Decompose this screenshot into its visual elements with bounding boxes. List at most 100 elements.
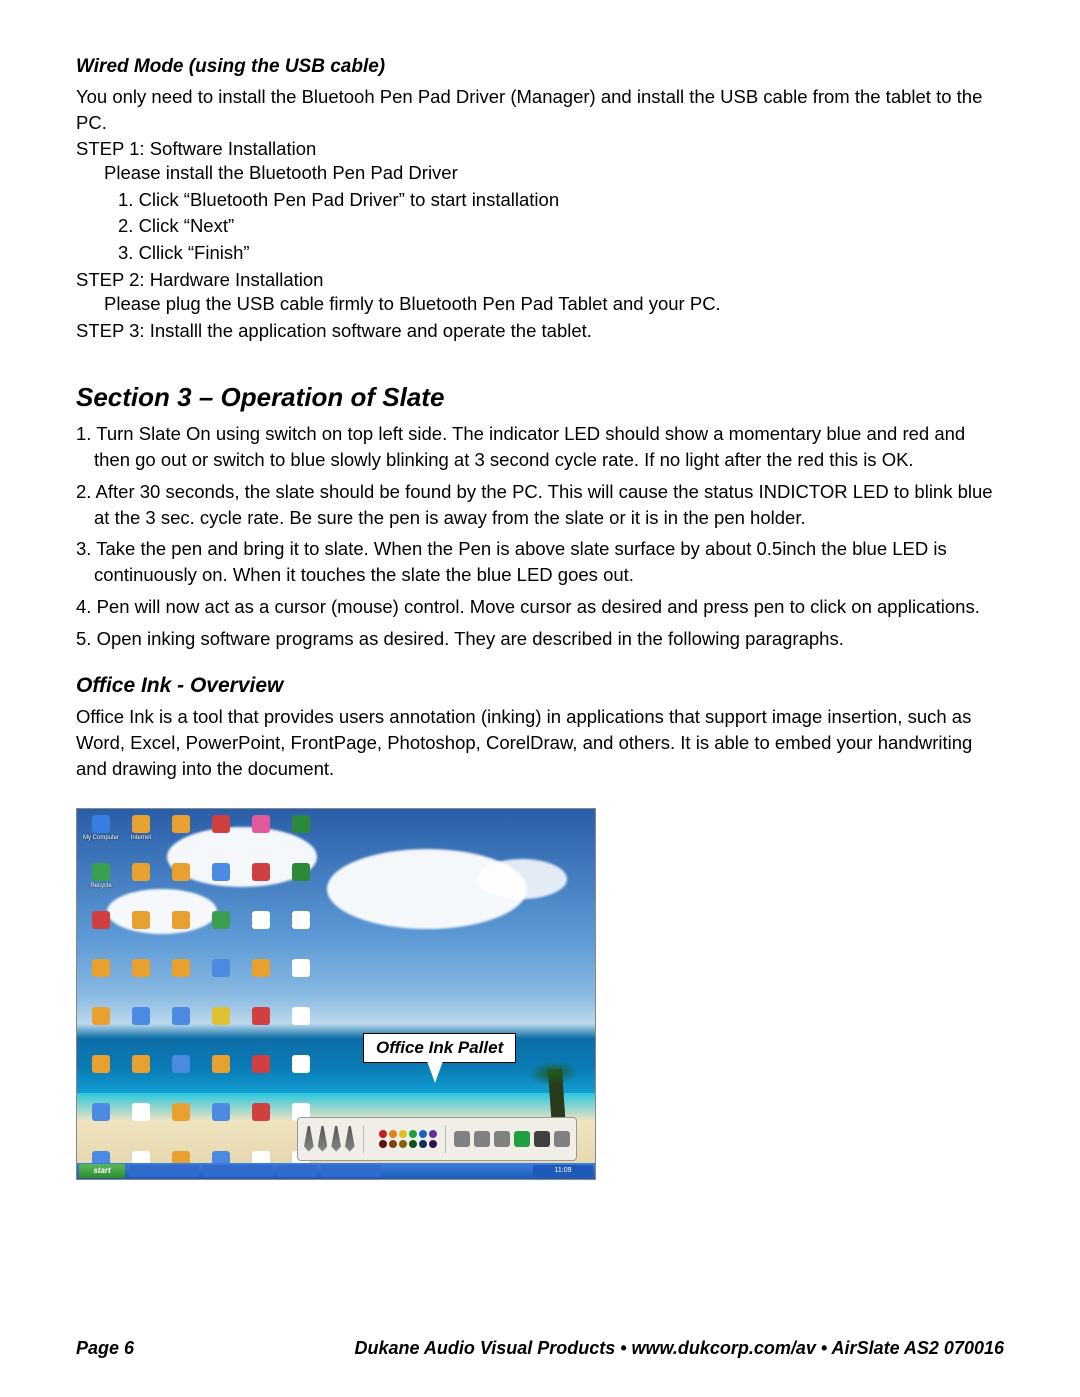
color-dot[interactable] [409, 1130, 417, 1138]
desktop-icon[interactable] [203, 1007, 239, 1047]
step1-sub1: 1. Click “Bluetooth Pen Pad Driver” to s… [76, 187, 1004, 214]
page-footer: Page 6 Dukane Audio Visual Products • ww… [76, 1338, 1004, 1359]
footer-product: Dukane Audio Visual Products • www.dukco… [355, 1338, 1004, 1359]
section3-heading: Section 3 – Operation of Slate [76, 382, 1004, 413]
start-button[interactable]: start [79, 1164, 125, 1178]
op-item-5: 5. Open inking software programs as desi… [76, 626, 1004, 652]
op-item-4: 4. Pen will now act as a cursor (mouse) … [76, 594, 1004, 620]
step1-line1: Please install the Bluetooth Pen Pad Dri… [76, 160, 1004, 187]
desktop-icon[interactable] [203, 863, 239, 903]
color-dot[interactable] [429, 1140, 437, 1148]
ink-tool-icon[interactable] [554, 1131, 570, 1147]
op-item-3: 3. Take the pen and bring it to slate. W… [76, 536, 1004, 588]
desktop-icon[interactable] [163, 1103, 199, 1143]
ink-tool-icon[interactable] [494, 1131, 510, 1147]
color-dots [379, 1130, 437, 1148]
desktop-icon[interactable] [283, 1007, 319, 1047]
desktop-icon[interactable] [123, 959, 159, 999]
desktop-icon[interactable] [163, 863, 199, 903]
taskbar-item[interactable] [321, 1165, 381, 1177]
color-dot[interactable] [419, 1140, 427, 1148]
ink-tool-icon[interactable] [454, 1131, 470, 1147]
desktop-icon[interactable] [203, 815, 239, 855]
color-dot[interactable] [409, 1140, 417, 1148]
separator [445, 1125, 446, 1153]
desktop-icon[interactable] [163, 959, 199, 999]
office-ink-pallet[interactable] [297, 1117, 577, 1161]
desktop-icon[interactable] [243, 1055, 279, 1095]
desktop-icon[interactable] [203, 959, 239, 999]
desktop-icon[interactable] [283, 1055, 319, 1095]
desktop-icons-grid: My ComputerInternetRecycle [83, 815, 395, 1119]
desktop-icon[interactable] [283, 911, 319, 951]
desktop-icon[interactable] [243, 959, 279, 999]
desktop-icon[interactable] [83, 959, 119, 999]
desktop-icon[interactable] [203, 911, 239, 951]
desktop-icon[interactable] [243, 911, 279, 951]
desktop-icon[interactable] [123, 863, 159, 903]
step2-label: STEP 2: Hardware Installation [76, 269, 1004, 291]
desktop-icon[interactable] [283, 863, 319, 903]
desktop-icon[interactable] [163, 1055, 199, 1095]
ink-tools [454, 1131, 570, 1147]
wired-intro: You only need to install the Bluetooh Pe… [76, 84, 1004, 136]
desktop-icon[interactable] [243, 1103, 279, 1143]
desktop-icon[interactable] [203, 1103, 239, 1143]
color-dot[interactable] [429, 1130, 437, 1138]
desktop-icon[interactable]: Internet [123, 815, 159, 855]
desktop-icon[interactable] [283, 815, 319, 855]
desktop-icon[interactable] [163, 1007, 199, 1047]
callout-label: Office Ink Pallet [363, 1033, 516, 1063]
desktop-icon[interactable] [83, 911, 119, 951]
desktop-icon[interactable] [283, 959, 319, 999]
color-dot[interactable] [379, 1140, 387, 1148]
desktop-icon[interactable]: My Computer [83, 815, 119, 855]
desktop-screenshot: My ComputerInternetRecycle Office Ink Pa… [76, 808, 596, 1180]
step1-sub2: 2. Click “Next” [76, 213, 1004, 240]
taskbar-item[interactable] [203, 1165, 273, 1177]
callout-arrow-icon [427, 1061, 443, 1083]
desktop-icon[interactable] [243, 863, 279, 903]
desktop-icon[interactable] [83, 1103, 119, 1143]
desktop-icon[interactable] [243, 815, 279, 855]
cloud [477, 859, 567, 899]
pen-icon [345, 1126, 355, 1152]
system-tray[interactable]: 11:09 [533, 1165, 593, 1177]
desktop-icon[interactable] [123, 911, 159, 951]
op-item-1: 1. Turn Slate On using switch on top lef… [76, 421, 1004, 473]
ink-tool-icon[interactable] [534, 1131, 550, 1147]
separator [363, 1125, 364, 1153]
color-dot[interactable] [389, 1130, 397, 1138]
color-dot[interactable] [399, 1140, 407, 1148]
step3-label: STEP 3: Installl the application softwar… [76, 320, 1004, 342]
desktop-icon[interactable]: Recycle [83, 863, 119, 903]
step1-label: STEP 1: Software Installation [76, 138, 1004, 160]
desktop-icon[interactable] [163, 815, 199, 855]
color-dot[interactable] [399, 1130, 407, 1138]
office-ink-para: Office Ink is a tool that provides users… [76, 704, 1004, 782]
desktop-icon[interactable] [163, 911, 199, 951]
step2-line1: Please plug the USB cable firmly to Blue… [76, 291, 1004, 318]
color-dot[interactable] [389, 1140, 397, 1148]
desktop-icon[interactable] [123, 1103, 159, 1143]
footer-page: Page 6 [76, 1338, 134, 1359]
desktop-icon[interactable] [203, 1055, 239, 1095]
step1-sub3: 3. Cllick “Finish” [76, 240, 1004, 267]
pen-icon [318, 1126, 328, 1152]
taskbar[interactable]: start 11:09 [77, 1163, 595, 1179]
color-dot[interactable] [379, 1130, 387, 1138]
desktop-icon[interactable] [123, 1007, 159, 1047]
color-dot[interactable] [419, 1130, 427, 1138]
ink-tool-icon[interactable] [514, 1131, 530, 1147]
desktop-icon[interactable] [83, 1055, 119, 1095]
ink-tool-icon[interactable] [474, 1131, 490, 1147]
taskbar-item[interactable] [129, 1165, 199, 1177]
desktop-icon[interactable] [123, 1055, 159, 1095]
desktop-icon[interactable] [243, 1007, 279, 1047]
desktop-icon[interactable] [83, 1007, 119, 1047]
op-item-2: 2. After 30 seconds, the slate should be… [76, 479, 1004, 531]
taskbar-item[interactable] [277, 1165, 317, 1177]
wired-mode-heading: Wired Mode (using the USB cable) [76, 56, 1004, 78]
pen-icon [331, 1126, 341, 1152]
pen-icon [304, 1126, 314, 1152]
